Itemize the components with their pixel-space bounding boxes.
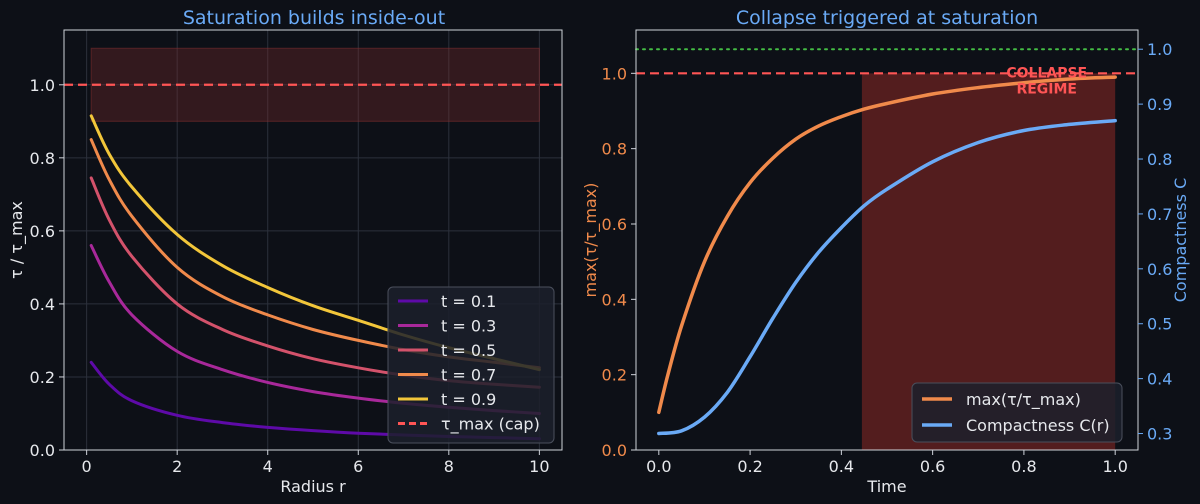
left-legend-label: t = 0.3 [441,317,496,336]
right-chart-title: Collapse triggered at saturation [736,7,1038,29]
right-x-tick-label: 1.0 [1102,457,1127,476]
left-chart-panel: Saturation builds inside-out 0 2 4 6 8 10 0.0… [7,7,563,496]
left-legend-label: t = 0.1 [441,292,496,311]
left-y-tick-label: 0.0 [30,441,55,460]
left-x-tick-label: 6 [353,457,363,476]
right-y2-tick-label: 0.8 [1147,150,1172,169]
right-y2-ticks: 0.3 0.4 0.5 0.6 0.7 0.8 0.9 1.0 [1138,40,1172,444]
compactness-line [657,118,1117,436]
right-legend-label: max(τ/τ_max) [966,390,1081,410]
right-series-group [657,75,1117,436]
right-chart-panel: Collapse triggered at saturation COLLAPS… [581,7,1190,496]
right-y2-axis-label: Compactness C [1171,178,1190,303]
left-legend-items: t = 0.1 t = 0.3 t = 0.5 t = 0.7 t = 0.9 τ_max… [398,292,540,435]
max-tau-line [657,75,1117,415]
right-legend-items: max(τ/τ_max) Compactness C(r) [922,390,1110,435]
left-legend-label: t = 0.7 [441,366,496,385]
left-y-ticks: 0.0 0.2 0.4 0.6 0.8 1.0 [30,76,64,460]
left-x-tick-label: 0 [82,457,92,476]
collapse-annotation-line-2: REGIME [1016,82,1077,98]
right-x-tick-label: 0.8 [1011,457,1036,476]
right-y-tick-label: 0.2 [602,366,627,385]
right-y-ticks: 0.0 0.2 0.4 0.6 0.8 1.0 [602,64,636,460]
left-legend-label: τ_max (cap) [441,415,540,435]
right-legend-label: Compactness C(r) [966,416,1110,435]
right-y-tick-label: 0.4 [602,290,627,309]
left-legend-label: t = 0.9 [441,390,496,409]
right-y2-tick-label: 0.9 [1147,95,1172,114]
left-plot-frame [63,29,563,451]
right-y2-tick-label: 0.5 [1147,315,1172,334]
right-y-tick-label: 1.0 [602,64,627,83]
left-legend-label: t = 0.5 [441,341,496,360]
right-legend-box [911,382,1123,443]
right-x-tick-label: 0.6 [920,457,945,476]
right-y2-tick-label: 0.7 [1147,205,1172,224]
left-y-axis-label: τ / τ_max [7,201,27,279]
right-x-axis-label: Time [866,477,906,496]
left-x-tick-label: 4 [263,457,273,476]
right-x-tick-label: 0.4 [829,457,854,476]
right-legend: max(τ/τ_max) Compactness C(r) [911,382,1123,443]
left-y-tick-label: 0.6 [30,222,55,241]
left-x-tick-label: 10 [529,457,549,476]
left-x-tick-label: 8 [444,457,454,476]
right-x-ticks: 0.0 0.2 0.4 0.6 0.8 1.0 [646,450,1128,476]
right-y2-tick-label: 1.0 [1147,40,1172,59]
left-x-ticks: 0 2 4 6 8 10 [82,450,550,476]
left-x-tick-label: 2 [172,457,182,476]
collapse-annotation-line-1: COLLAPSE [1006,66,1087,82]
left-chart-title: Saturation builds inside-out [183,7,445,29]
right-y-tick-label: 0.0 [602,441,627,460]
right-y2-tick-label: 0.6 [1147,260,1172,279]
left-y-tick-label: 0.2 [30,368,55,387]
right-x-tick-label: 0.0 [646,457,671,476]
right-y-tick-label: 0.6 [602,215,627,234]
left-legend: t = 0.1 t = 0.3 t = 0.5 t = 0.7 t = 0.9 τ_max… [387,286,555,444]
left-x-axis-label: Radius r [280,477,346,496]
collapse-regime-annotation: COLLAPSE REGIME [1006,66,1087,98]
right-plot-frame [635,29,1139,451]
left-y-tick-label: 0.8 [30,149,55,168]
left-y-tick-label: 1.0 [30,76,55,95]
right-y2-tick-label: 0.3 [1147,425,1172,444]
right-reference-lines [635,48,1139,75]
right-y2-tick-label: 0.4 [1147,370,1172,389]
right-y-tick-label: 0.8 [602,140,627,159]
right-y-axis-label: max(τ/τ_max) [581,183,601,298]
left-y-tick-label: 0.4 [30,295,55,314]
right-x-tick-label: 0.2 [737,457,762,476]
left-legend-box [387,286,555,444]
